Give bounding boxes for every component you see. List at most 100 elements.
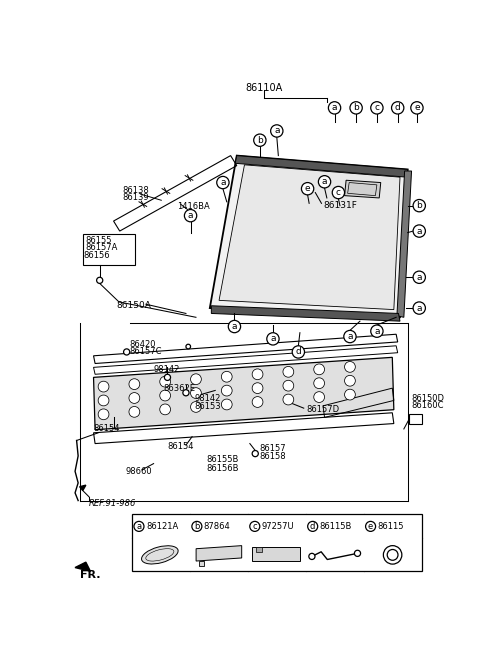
- Text: e: e: [414, 103, 420, 113]
- Text: a: a: [417, 303, 422, 312]
- Circle shape: [413, 225, 425, 237]
- Text: 87864: 87864: [204, 522, 230, 531]
- Circle shape: [267, 333, 279, 345]
- Text: 86157: 86157: [260, 443, 287, 453]
- Polygon shape: [94, 358, 394, 430]
- Text: 86150A: 86150A: [117, 301, 152, 310]
- Circle shape: [160, 390, 170, 401]
- Text: 86362E: 86362E: [164, 384, 196, 392]
- Text: 86160C: 86160C: [411, 402, 444, 410]
- Text: a: a: [347, 332, 353, 341]
- Circle shape: [384, 546, 402, 564]
- Text: c: c: [374, 103, 379, 113]
- Text: 86139: 86139: [123, 193, 149, 202]
- Circle shape: [160, 404, 170, 415]
- Text: d: d: [310, 522, 315, 531]
- Text: e: e: [368, 522, 373, 531]
- Polygon shape: [211, 306, 400, 321]
- Circle shape: [98, 381, 109, 392]
- Circle shape: [314, 392, 324, 402]
- Text: 86156: 86156: [84, 252, 110, 260]
- Text: 98660: 98660: [125, 467, 152, 476]
- Text: 86138: 86138: [123, 186, 150, 195]
- Text: 1416BA: 1416BA: [177, 202, 209, 211]
- Circle shape: [134, 521, 144, 531]
- Circle shape: [344, 330, 356, 343]
- Circle shape: [191, 388, 201, 398]
- Bar: [132, 514, 421, 571]
- Text: b: b: [257, 136, 263, 145]
- Polygon shape: [196, 546, 242, 561]
- Text: 86154: 86154: [168, 442, 194, 451]
- Text: b: b: [416, 201, 422, 210]
- Text: 86121A: 86121A: [146, 522, 178, 531]
- Circle shape: [350, 102, 362, 114]
- Circle shape: [164, 374, 170, 381]
- Circle shape: [332, 187, 345, 198]
- Circle shape: [98, 409, 109, 420]
- Text: 86131F: 86131F: [323, 201, 357, 210]
- Text: d: d: [395, 103, 401, 113]
- Circle shape: [252, 369, 263, 380]
- Circle shape: [191, 374, 201, 384]
- Circle shape: [283, 394, 294, 405]
- Text: 86155: 86155: [86, 236, 112, 245]
- Text: a: a: [374, 327, 380, 335]
- Polygon shape: [80, 485, 86, 491]
- Text: a: a: [417, 272, 422, 282]
- Text: a: a: [136, 522, 142, 531]
- Circle shape: [217, 176, 229, 189]
- Circle shape: [387, 550, 398, 560]
- Text: 86150D: 86150D: [411, 394, 444, 403]
- Polygon shape: [397, 171, 411, 317]
- Circle shape: [96, 277, 103, 284]
- Circle shape: [283, 366, 294, 377]
- Circle shape: [413, 271, 425, 284]
- Text: a: a: [232, 322, 237, 331]
- Circle shape: [413, 302, 425, 314]
- Text: c: c: [336, 188, 341, 197]
- Text: a: a: [188, 211, 193, 220]
- Text: a: a: [417, 227, 422, 236]
- Text: 98142: 98142: [194, 394, 221, 403]
- Polygon shape: [219, 165, 400, 310]
- Text: REF.91-986: REF.91-986: [89, 499, 136, 508]
- Circle shape: [301, 183, 314, 195]
- Text: 86158: 86158: [260, 452, 287, 461]
- Circle shape: [252, 383, 263, 394]
- Circle shape: [191, 402, 201, 412]
- Circle shape: [371, 325, 383, 337]
- Circle shape: [129, 407, 140, 417]
- Circle shape: [98, 395, 109, 406]
- Circle shape: [309, 553, 315, 559]
- Circle shape: [371, 102, 383, 114]
- Text: 86115: 86115: [377, 522, 404, 531]
- Polygon shape: [255, 547, 262, 552]
- Text: b: b: [194, 522, 200, 531]
- Text: a: a: [270, 334, 276, 343]
- Circle shape: [186, 345, 191, 349]
- Circle shape: [354, 550, 360, 556]
- Polygon shape: [75, 562, 90, 571]
- Text: 86157A: 86157A: [86, 244, 118, 252]
- Text: 97257U: 97257U: [262, 522, 294, 531]
- Circle shape: [345, 375, 355, 386]
- Circle shape: [221, 371, 232, 382]
- Circle shape: [314, 378, 324, 388]
- Polygon shape: [235, 156, 408, 177]
- Text: FR.: FR.: [81, 571, 101, 580]
- Text: 86153: 86153: [194, 402, 221, 411]
- Circle shape: [129, 379, 140, 390]
- Circle shape: [283, 381, 294, 391]
- Circle shape: [411, 102, 423, 114]
- Circle shape: [221, 399, 232, 410]
- Circle shape: [250, 521, 260, 531]
- Text: 86157D: 86157D: [306, 405, 339, 414]
- Circle shape: [183, 390, 189, 396]
- Circle shape: [366, 521, 375, 531]
- Polygon shape: [210, 156, 408, 317]
- Text: d: d: [296, 347, 301, 356]
- Text: a: a: [332, 103, 337, 113]
- Circle shape: [345, 362, 355, 372]
- Circle shape: [328, 102, 341, 114]
